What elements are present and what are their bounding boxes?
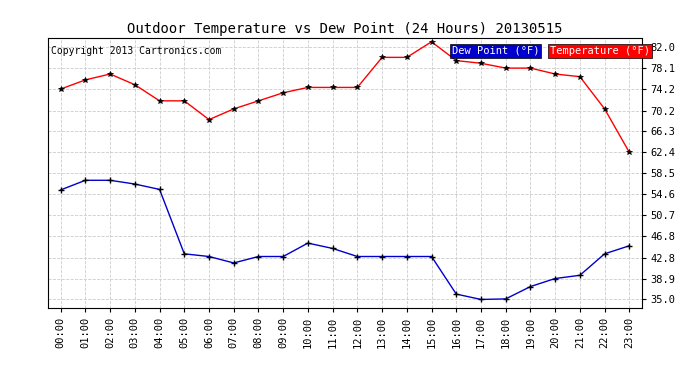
Text: Copyright 2013 Cartronics.com: Copyright 2013 Cartronics.com <box>51 46 221 56</box>
Text: Dew Point (°F): Dew Point (°F) <box>452 46 540 56</box>
Text: Temperature (°F): Temperature (°F) <box>550 46 650 56</box>
Title: Outdoor Temperature vs Dew Point (24 Hours) 20130515: Outdoor Temperature vs Dew Point (24 Hou… <box>127 22 563 36</box>
